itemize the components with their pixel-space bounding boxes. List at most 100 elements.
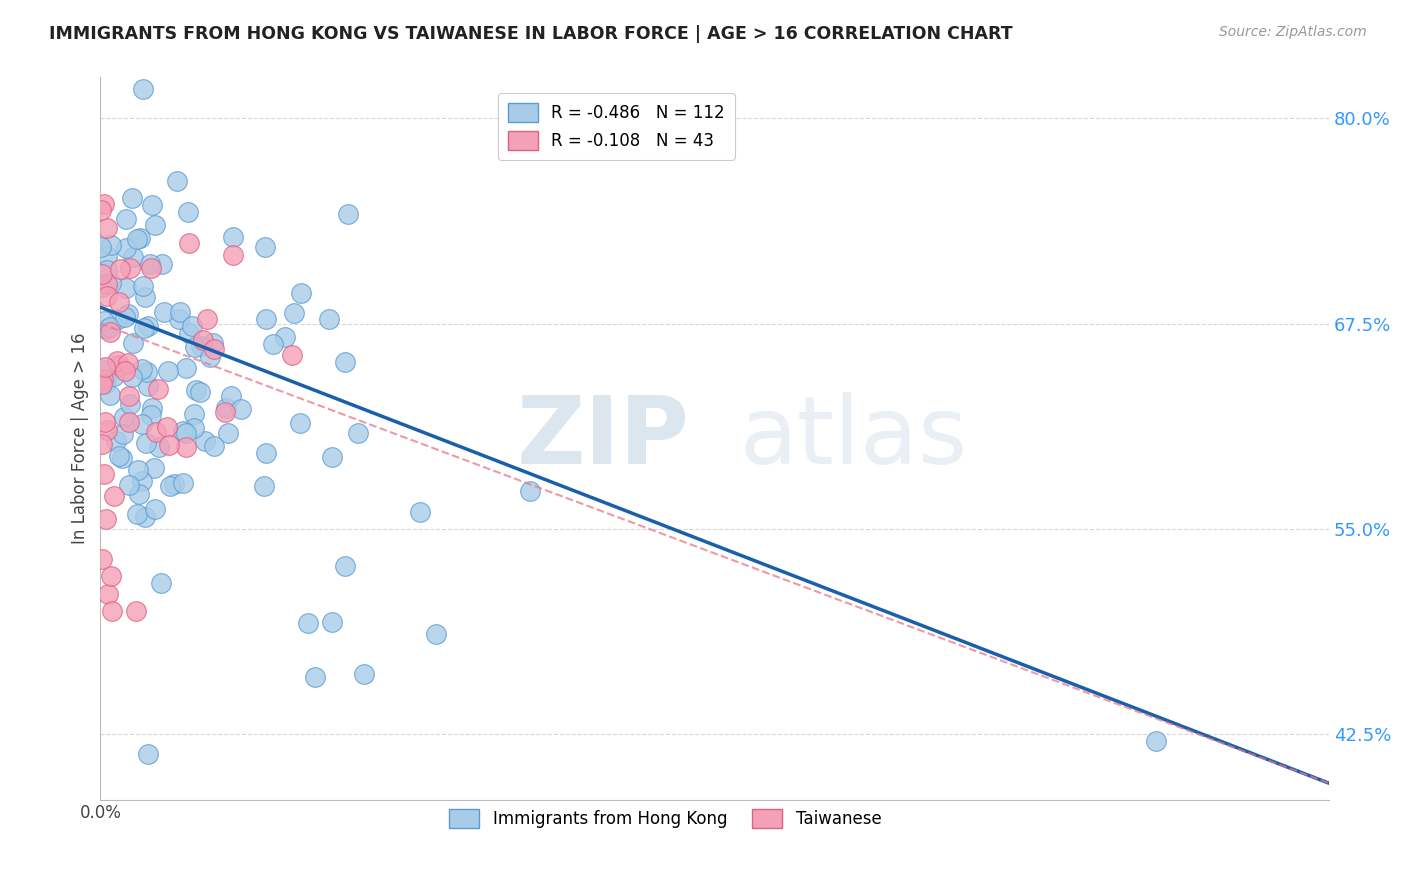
Point bbox=[141, 408, 163, 422]
Point bbox=[131, 475, 153, 489]
Point bbox=[118, 415, 141, 429]
Point bbox=[93, 467, 115, 482]
Point bbox=[202, 439, 225, 453]
Point bbox=[98, 388, 121, 402]
Point bbox=[172, 425, 194, 439]
Point bbox=[346, 425, 368, 440]
Text: IMMIGRANTS FROM HONG KONG VS TAIWANESE IN LABOR FORCE | AGE > 16 CORRELATION CHA: IMMIGRANTS FROM HONG KONG VS TAIWANESE I… bbox=[49, 25, 1012, 43]
Point bbox=[117, 307, 139, 321]
Point bbox=[148, 440, 170, 454]
Point bbox=[89, 361, 111, 376]
Point bbox=[198, 351, 221, 365]
Point bbox=[1144, 734, 1167, 748]
Point bbox=[100, 277, 122, 291]
Point bbox=[183, 407, 205, 421]
Point bbox=[254, 312, 277, 326]
Point bbox=[108, 294, 131, 309]
Point bbox=[122, 335, 145, 350]
Point bbox=[159, 479, 181, 493]
Point bbox=[149, 576, 172, 591]
Point bbox=[100, 238, 122, 252]
Point bbox=[519, 483, 541, 498]
Point bbox=[290, 416, 312, 430]
Point bbox=[91, 551, 114, 566]
Point bbox=[304, 670, 326, 684]
Point bbox=[100, 568, 122, 582]
Point bbox=[105, 354, 128, 368]
Text: ZIP: ZIP bbox=[517, 392, 690, 484]
Point bbox=[125, 604, 148, 618]
Point bbox=[110, 359, 132, 374]
Point bbox=[188, 384, 211, 399]
Point bbox=[115, 241, 138, 255]
Point bbox=[281, 348, 304, 362]
Point bbox=[96, 289, 118, 303]
Point bbox=[180, 318, 202, 333]
Point bbox=[107, 311, 129, 326]
Point bbox=[191, 333, 214, 347]
Point bbox=[128, 487, 150, 501]
Point bbox=[127, 507, 149, 521]
Point bbox=[117, 356, 139, 370]
Point bbox=[101, 604, 124, 618]
Point bbox=[425, 627, 447, 641]
Point bbox=[115, 211, 138, 226]
Point bbox=[136, 747, 159, 761]
Point bbox=[353, 666, 375, 681]
Point bbox=[143, 502, 166, 516]
Point bbox=[91, 372, 114, 386]
Point bbox=[177, 235, 200, 250]
Point bbox=[91, 279, 114, 293]
Point bbox=[111, 451, 134, 466]
Point bbox=[105, 358, 128, 372]
Point bbox=[219, 389, 242, 403]
Point bbox=[152, 305, 174, 319]
Point bbox=[179, 326, 201, 341]
Point bbox=[215, 401, 238, 415]
Point bbox=[409, 505, 432, 519]
Point bbox=[318, 312, 340, 326]
Point bbox=[121, 191, 143, 205]
Point bbox=[262, 336, 284, 351]
Point bbox=[167, 312, 190, 326]
Point bbox=[221, 230, 243, 244]
Point bbox=[139, 257, 162, 271]
Point bbox=[141, 198, 163, 212]
Point bbox=[103, 489, 125, 503]
Point bbox=[202, 343, 225, 357]
Point bbox=[93, 359, 115, 374]
Point bbox=[132, 320, 155, 334]
Point bbox=[169, 305, 191, 319]
Point bbox=[105, 434, 128, 449]
Y-axis label: In Labor Force | Age > 16: In Labor Force | Age > 16 bbox=[72, 333, 89, 544]
Point bbox=[195, 311, 218, 326]
Point bbox=[129, 231, 152, 245]
Point bbox=[118, 478, 141, 492]
Point bbox=[145, 425, 167, 440]
Point bbox=[91, 437, 114, 451]
Point bbox=[115, 280, 138, 294]
Point bbox=[183, 421, 205, 435]
Point bbox=[114, 310, 136, 324]
Point bbox=[131, 417, 153, 431]
Point bbox=[146, 383, 169, 397]
Point bbox=[184, 341, 207, 355]
Point bbox=[194, 434, 217, 448]
Text: Source: ZipAtlas.com: Source: ZipAtlas.com bbox=[1219, 25, 1367, 39]
Point bbox=[90, 203, 112, 218]
Point bbox=[94, 512, 117, 526]
Point bbox=[174, 360, 197, 375]
Point bbox=[127, 463, 149, 477]
Point bbox=[94, 372, 117, 386]
Point bbox=[108, 261, 131, 276]
Point bbox=[333, 559, 356, 574]
Point bbox=[114, 364, 136, 378]
Point bbox=[127, 232, 149, 246]
Point bbox=[97, 587, 120, 601]
Point bbox=[135, 436, 157, 450]
Point bbox=[138, 379, 160, 393]
Point bbox=[134, 290, 156, 304]
Point bbox=[91, 377, 114, 392]
Point bbox=[98, 319, 121, 334]
Point bbox=[93, 314, 115, 328]
